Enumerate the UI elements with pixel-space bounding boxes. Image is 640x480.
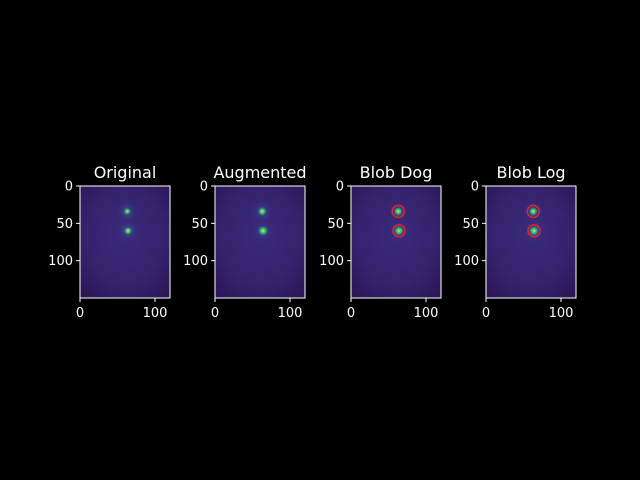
axes-frame — [485, 185, 577, 299]
blob-core — [529, 207, 538, 216]
panel-title: Original — [94, 163, 157, 182]
y-tick-label: 50 — [462, 217, 479, 232]
x-tick-label: 100 — [549, 306, 574, 321]
detection-circle — [526, 204, 540, 219]
panel-4: Blob Log 0 100 0 50 100 — [454, 163, 577, 321]
y-tick-label: 0 — [200, 180, 208, 195]
blob-core — [124, 226, 132, 235]
x-tick-label: 0 — [347, 306, 355, 321]
y-tick-label: 0 — [336, 180, 344, 195]
y-tick-label: 50 — [191, 217, 208, 232]
detection-circle — [527, 224, 541, 238]
panel-1: Original 0 100 0 50 100 — [48, 163, 171, 321]
blob-core — [258, 226, 268, 236]
x-tick-label: 100 — [414, 306, 439, 321]
x-tick-label: 100 — [143, 306, 168, 321]
y-tick-label: 50 — [56, 217, 73, 232]
y-tick-label: 50 — [327, 217, 344, 232]
y-tick-label: 100 — [48, 254, 73, 269]
panel-title: Blob Dog — [360, 163, 433, 182]
axes-frame — [79, 185, 171, 299]
blob-core — [394, 226, 404, 236]
y-tick-label: 0 — [471, 180, 479, 195]
y-tick-label: 100 — [454, 254, 479, 269]
x-tick-label: 0 — [76, 306, 84, 321]
y-tick-label: 100 — [319, 254, 344, 269]
x-tick-label: 0 — [482, 306, 490, 321]
y-tick-label: 100 — [183, 254, 208, 269]
panel-title: Augmented — [213, 163, 306, 182]
detection-circle — [391, 204, 405, 219]
blob-core — [394, 207, 403, 216]
blob-core — [123, 207, 131, 215]
x-tick-label: 100 — [278, 306, 303, 321]
blob-core — [258, 207, 267, 216]
panel-title: Blob Log — [496, 163, 565, 182]
x-tick-label: 0 — [211, 306, 219, 321]
panel-3: Blob Dog 0 100 0 50 100 — [319, 163, 442, 321]
axes-frame — [214, 185, 306, 299]
axes-frame — [350, 185, 442, 299]
panel-2: Augmented 0 100 0 50 100 — [183, 163, 306, 321]
y-tick-label: 0 — [65, 180, 73, 195]
blob-core — [529, 226, 539, 236]
detection-circle — [392, 224, 406, 238]
